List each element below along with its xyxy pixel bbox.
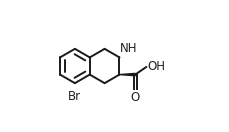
Text: Br: Br	[68, 90, 82, 103]
Text: OH: OH	[147, 60, 165, 73]
Text: O: O	[131, 91, 140, 104]
Text: NH: NH	[120, 42, 138, 55]
Polygon shape	[120, 73, 135, 76]
